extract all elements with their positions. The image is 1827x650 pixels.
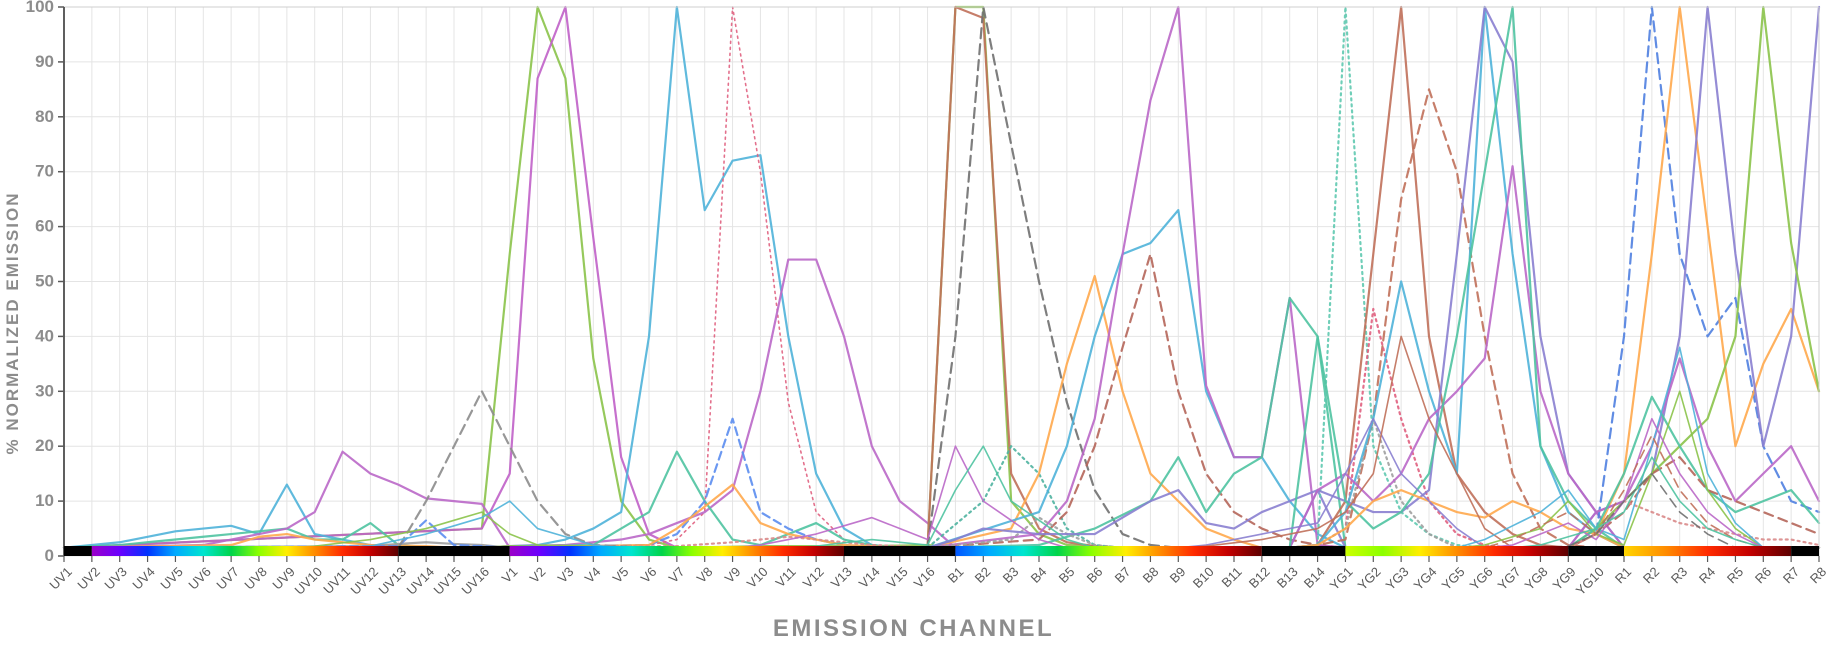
svg-text:30: 30	[35, 381, 54, 400]
svg-text:0: 0	[45, 546, 54, 565]
svg-text:80: 80	[35, 107, 54, 126]
svg-text:90: 90	[35, 52, 54, 71]
svg-text:70: 70	[35, 162, 54, 181]
svg-text:50: 50	[35, 272, 54, 291]
svg-text:40: 40	[35, 326, 54, 345]
svg-text:20: 20	[35, 436, 54, 455]
svg-text:10: 10	[35, 491, 54, 510]
svg-text:100: 100	[26, 0, 54, 16]
svg-text:60: 60	[35, 217, 54, 236]
